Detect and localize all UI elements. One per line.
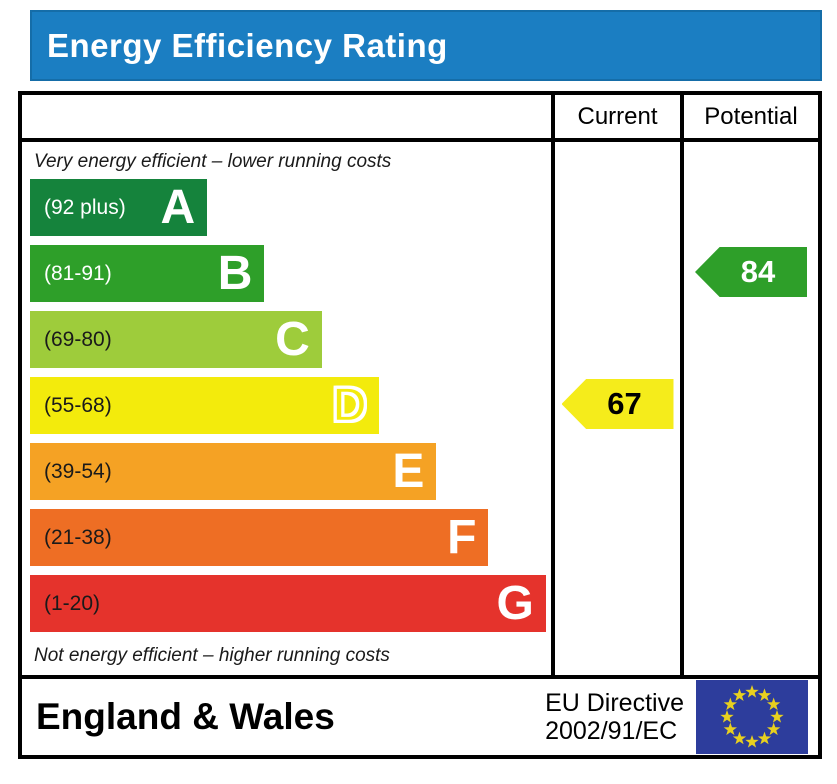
- current-column: 67: [551, 142, 680, 675]
- potential-rating-arrow: 84: [695, 247, 807, 297]
- band-b: (81-91) B: [30, 245, 265, 302]
- band-b-letter: B: [217, 246, 253, 300]
- band-a-range: (92 plus): [44, 195, 126, 219]
- band-a-letter: A: [160, 180, 196, 234]
- band-row-f: (21-38) F: [30, 509, 551, 566]
- eu-flag-icon: [696, 680, 808, 754]
- band-d-letter: D: [331, 378, 368, 432]
- band-d-range: (55-68): [44, 393, 112, 417]
- bottom-note: Not energy efficient – higher running co…: [34, 645, 390, 666]
- potential-column: 84: [680, 142, 818, 675]
- band-f: (21-38) F: [30, 509, 489, 566]
- band-g-range: (1-20): [44, 591, 101, 615]
- eu-directive-line1: EU Directive: [545, 689, 684, 717]
- band-row-b: (81-91) B: [30, 245, 551, 302]
- top-note: Very energy efficient – lower running co…: [34, 151, 392, 172]
- eu-directive-line2: 2002/91/EC: [545, 717, 678, 745]
- band-b-range: (81-91): [44, 261, 112, 285]
- band-f-range: (21-38): [44, 525, 112, 549]
- current-rating-value: 67: [607, 386, 642, 421]
- band-c-letter: C: [275, 312, 310, 366]
- header-spacer: [22, 95, 551, 138]
- band-g-letter: G: [496, 576, 534, 630]
- band-row-d: (55-68) D: [30, 377, 551, 434]
- band-f-letter: F: [447, 510, 477, 564]
- band-row-e: (39-54) E: [30, 443, 551, 500]
- band-g: (1-20) G: [30, 575, 546, 632]
- title-bar: Energy Efficiency Rating: [30, 10, 822, 81]
- page-title: Energy Efficiency Rating: [47, 26, 448, 64]
- table-body: Very energy efficient – lower running co…: [22, 142, 818, 675]
- column-header-current: Current: [551, 95, 680, 138]
- bands-column: Very energy efficient – lower running co…: [22, 142, 551, 675]
- table-header-row: Current Potential: [22, 95, 818, 142]
- potential-rating-value: 84: [740, 254, 776, 289]
- region-label: England & Wales: [36, 696, 335, 737]
- band-e-letter: E: [392, 444, 425, 498]
- footer: England & Wales EU Directive 2002/91/EC: [22, 675, 818, 755]
- band-e-range: (39-54): [44, 459, 112, 483]
- eu-directive-label: EU Directive 2002/91/EC: [545, 689, 684, 745]
- band-row-a: (92 plus) A: [30, 179, 551, 236]
- rating-table: Current Potential Very energy efficient …: [18, 91, 822, 759]
- band-c-range: (69-80): [44, 327, 112, 351]
- band-row-g: (1-20) G: [30, 575, 551, 632]
- band-row-c: (69-80) C: [30, 311, 551, 368]
- band-d: (55-68) D: [30, 377, 380, 434]
- band-c: (69-80) C: [30, 311, 322, 368]
- column-header-potential: Potential: [680, 95, 818, 138]
- band-e: (39-54) E: [30, 443, 437, 500]
- band-a: (92 plus) A: [30, 179, 208, 236]
- current-rating-arrow: 67: [561, 379, 674, 429]
